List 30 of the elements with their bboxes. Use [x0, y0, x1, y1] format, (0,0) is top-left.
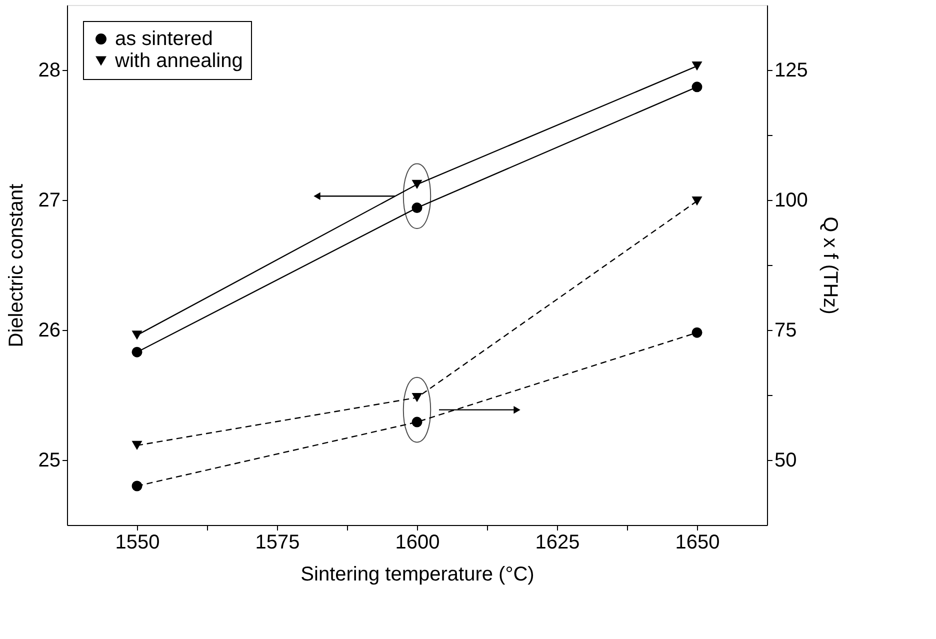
y-tick-label: 25: [38, 450, 60, 472]
point: [412, 180, 422, 189]
x-tick-label: 1550: [115, 532, 160, 554]
point: [132, 480, 142, 492]
y2-tick-label: 125: [774, 60, 808, 82]
point: [692, 196, 702, 206]
point: [692, 62, 702, 71]
point: [132, 346, 142, 358]
x-tick-label: 1650: [675, 532, 720, 554]
y-axis-title: Dielectric constant: [5, 183, 28, 348]
y2-tick-label: 75: [774, 320, 797, 342]
point: [692, 82, 702, 92]
y-tick-label: 27: [38, 190, 60, 212]
point: [412, 202, 422, 214]
point: [132, 330, 142, 340]
legend-label: with annealing: [114, 50, 243, 72]
x-axis-title: Sintering temperature (°C): [300, 564, 534, 586]
point: [412, 416, 422, 428]
y-tick-label: 26: [38, 320, 60, 342]
point: [692, 327, 702, 338]
y2-axis-title: Q x f (THz): [818, 216, 841, 314]
y2-tick-label: 50: [774, 450, 797, 472]
y2-tick-label: 100: [774, 190, 808, 212]
point: [412, 393, 422, 402]
x-tick-label: 1625: [535, 532, 580, 554]
point: [132, 440, 142, 450]
x-tick-label: 1575: [255, 532, 300, 554]
y-tick-label: 28: [38, 60, 60, 82]
legend-label: as sintered: [115, 28, 213, 50]
x-tick-label: 1600: [395, 532, 440, 554]
